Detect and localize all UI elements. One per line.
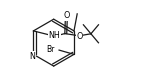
Text: O: O — [63, 12, 70, 20]
Text: N: N — [29, 52, 35, 61]
Text: Br: Br — [46, 45, 55, 54]
Text: O: O — [76, 32, 83, 41]
Text: NH: NH — [48, 31, 60, 40]
